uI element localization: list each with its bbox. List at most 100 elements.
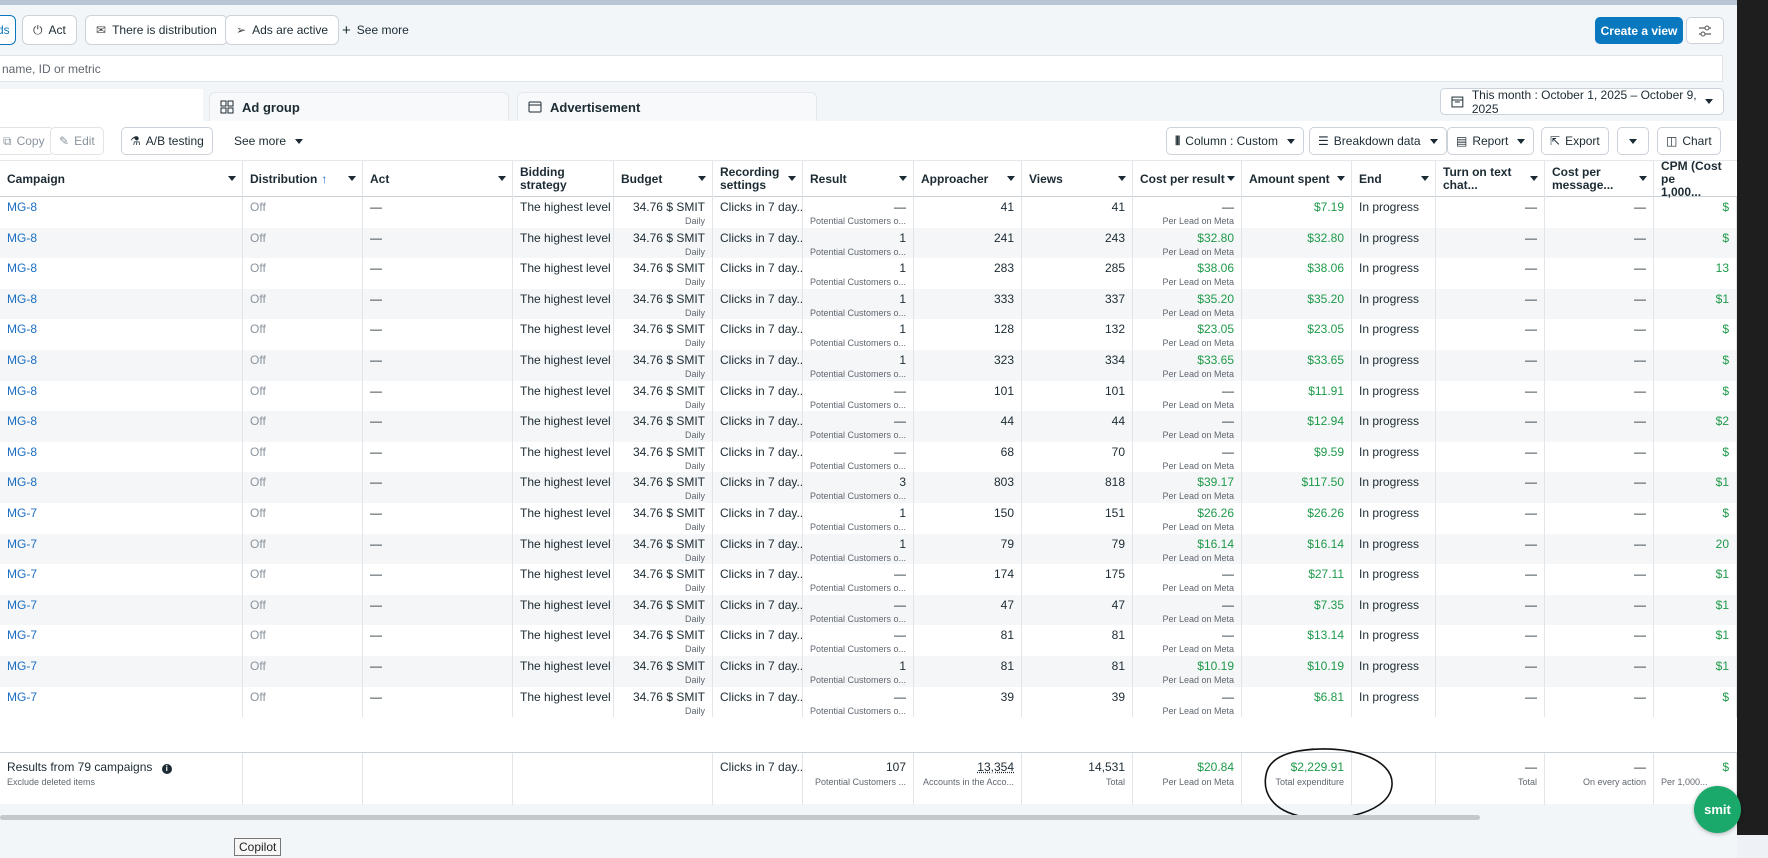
copy-button[interactable]: ⧉ Copy (0, 127, 54, 155)
cell-campaign[interactable]: MG-8 (0, 380, 243, 412)
horizontal-scrollbar[interactable] (0, 815, 1480, 820)
cell-campaign[interactable]: MG-8 (0, 441, 243, 473)
table-row[interactable]: MG-8 Off — The highest level 34.76 $ SMIT Dai… (0, 319, 1737, 350)
columns-button[interactable]: ⦀ Column : Custom (1166, 127, 1304, 155)
cell-campaign[interactable]: MG-7 (0, 686, 243, 718)
cell-campaign-value[interactable]: MG-7 (7, 597, 37, 612)
cell-campaign[interactable]: MG-8 (0, 350, 243, 381)
cell-campaign[interactable]: MG-7 (0, 656, 243, 687)
cell-campaign-value[interactable]: MG-8 (7, 475, 37, 490)
filter-chip-ads-active[interactable]: ➢ Ads are active (225, 15, 340, 45)
export-dropdown-button[interactable] (1617, 127, 1649, 155)
cell-campaign-value[interactable]: MG-8 (7, 291, 37, 306)
cell-campaign-value[interactable]: MG-7 (7, 567, 37, 582)
see-more-button[interactable]: See more (226, 127, 312, 155)
cell-approacher: 47 (914, 594, 1022, 626)
cell-campaign-value[interactable]: MG-8 (7, 261, 37, 276)
cell-act-value: — (370, 628, 382, 643)
cell-campaign[interactable]: MG-7 (0, 503, 243, 534)
ab-testing-button[interactable]: ⚗ A/B testing (121, 127, 213, 155)
cell-budget: 34.76 $ SMIT Daily (614, 686, 713, 718)
col-cost-per-result[interactable]: Cost per result (1133, 161, 1242, 197)
filter-chip-distribution[interactable]: ✉ There is distribution (85, 15, 228, 45)
table-row[interactable]: MG-8 Off — The highest level 34.76 $ SMIT Dai… (0, 197, 1737, 228)
table-row[interactable]: MG-7 Off — The highest level 34.76 $ SMIT Dai… (0, 594, 1737, 626)
cell-text-chat-value: — (1525, 444, 1537, 459)
search-input[interactable]: name, ID or metric (0, 55, 1723, 82)
col-act[interactable]: Act (363, 161, 513, 197)
cell-budget-value: 34.76 $ SMIT (632, 506, 705, 520)
table-row[interactable]: MG-8 Off — The highest level 34.76 $ SMIT Dai… (0, 227, 1737, 259)
view-settings-button[interactable] (1686, 17, 1724, 44)
cell-campaign[interactable]: MG-8 (0, 258, 243, 289)
cell-campaign[interactable]: MG-8 (0, 472, 243, 503)
cell-campaign-value[interactable]: MG-7 (7, 689, 37, 704)
smit-chat-button[interactable]: smit (1694, 786, 1741, 833)
col-result[interactable]: Result (803, 161, 914, 197)
cell-campaign-value[interactable]: MG-7 (7, 628, 37, 643)
cell-text-chat-value: — (1525, 659, 1537, 673)
cell-campaign-value[interactable]: MG-8 (7, 383, 37, 398)
table-row[interactable]: MG-8 Off — The highest level 34.76 $ SMIT Dai… (0, 380, 1737, 412)
cell-campaign[interactable]: MG-8 (0, 197, 243, 228)
cell-cpm: $1 (1654, 472, 1737, 503)
filter-chip-partial[interactable]: ds (0, 15, 16, 45)
table-row[interactable]: MG-8 Off — The highest level 34.76 $ SMIT Dai… (0, 350, 1737, 381)
col-campaign[interactable]: Campaign (0, 161, 243, 197)
cell-campaign[interactable]: MG-8 (0, 411, 243, 442)
cell-campaign-value[interactable]: MG-8 (7, 414, 37, 429)
cell-campaign[interactable]: MG-7 (0, 564, 243, 595)
cell-cost-per-message: — (1545, 380, 1654, 412)
cell-campaign-value[interactable]: MG-7 (7, 506, 37, 520)
cell-campaign[interactable]: MG-7 (0, 625, 243, 656)
cell-campaign-value[interactable]: MG-8 (7, 322, 37, 337)
filter-chip-act[interactable]: ⏻ Act (22, 15, 77, 45)
table-row[interactable]: MG-8 Off — The highest level 34.76 $ SMIT Dai… (0, 472, 1737, 503)
table-row[interactable]: MG-7 Off — The highest level 34.76 $ SMIT Dai… (0, 533, 1737, 565)
col-budget[interactable]: Budget (614, 161, 713, 197)
col-views[interactable]: Views (1022, 161, 1133, 197)
table-row[interactable]: MG-8 Off — The highest level 34.76 $ SMIT Dai… (0, 258, 1737, 289)
table-row[interactable]: MG-7 Off — The highest level 34.76 $ SMIT Dai… (0, 656, 1737, 687)
table-row[interactable]: MG-7 Off — The highest level 34.76 $ SMIT Dai… (0, 503, 1737, 534)
col-distribution[interactable]: Distribution ↑ (243, 161, 363, 197)
edit-button[interactable]: ✎ Edit (50, 127, 104, 155)
col-cost-per-message[interactable]: Cost per message... (1545, 161, 1654, 197)
cell-campaign-value[interactable]: MG-7 (7, 659, 37, 673)
tab-ad-group[interactable]: Ad group (209, 92, 509, 121)
tab-campaigns[interactable] (0, 89, 203, 121)
cell-campaign-value[interactable]: MG-8 (7, 353, 37, 367)
cell-campaign-value[interactable]: MG-8 (7, 200, 37, 214)
col-recording[interactable]: Recording settings (713, 161, 803, 197)
create-view-button[interactable]: Create a view (1595, 17, 1683, 44)
breakdown-button[interactable]: ☰ Breakdown data (1309, 127, 1447, 155)
table-row[interactable]: MG-8 Off — The highest level 34.76 $ SMIT Dai… (0, 411, 1737, 442)
col-text-chat[interactable]: Turn on text chat... (1436, 161, 1545, 197)
cell-end: In progress (1352, 350, 1436, 381)
col-amount-spent[interactable]: Amount spent (1242, 161, 1352, 197)
col-cpm[interactable]: CPM (Cost pe 1,000... (1654, 161, 1737, 198)
col-end[interactable]: End (1352, 161, 1436, 197)
table-row[interactable]: MG-8 Off — The highest level 34.76 $ SMIT Dai… (0, 288, 1737, 320)
table-row[interactable]: MG-7 Off — The highest level 34.76 $ SMIT Dai… (0, 625, 1737, 656)
tab-advertisement[interactable]: Advertisement (517, 92, 817, 121)
cell-campaign[interactable]: MG-7 (0, 594, 243, 626)
chart-button[interactable]: ◫ Chart (1657, 127, 1721, 155)
col-bidding[interactable]: Bidding strategy (513, 161, 614, 197)
cell-campaign-value[interactable]: MG-8 (7, 230, 37, 245)
cell-campaign-value[interactable]: MG-7 (7, 536, 37, 551)
cell-campaign[interactable]: MG-8 (0, 288, 243, 320)
table-row[interactable]: MG-7 Off — The highest level 34.76 $ SMIT Dai… (0, 686, 1737, 718)
cell-campaign-value[interactable]: MG-8 (7, 444, 37, 459)
col-approacher[interactable]: Approacher (914, 161, 1022, 197)
info-icon[interactable]: i (161, 764, 172, 774)
cell-campaign[interactable]: MG-8 (0, 227, 243, 259)
export-button[interactable]: ⇱ Export (1541, 127, 1609, 155)
report-button[interactable]: ▤ Report (1447, 127, 1535, 155)
cell-campaign[interactable]: MG-7 (0, 533, 243, 565)
table-row[interactable]: MG-7 Off — The highest level 34.76 $ SMIT Dai… (0, 564, 1737, 595)
cell-campaign[interactable]: MG-8 (0, 319, 243, 350)
table-row[interactable]: MG-8 Off — The highest level 34.76 $ SMIT Dai… (0, 441, 1737, 473)
date-range-picker[interactable]: This month : October 1, 2025 – October 9… (1440, 88, 1724, 116)
filter-see-more[interactable]: + See more (342, 15, 409, 45)
